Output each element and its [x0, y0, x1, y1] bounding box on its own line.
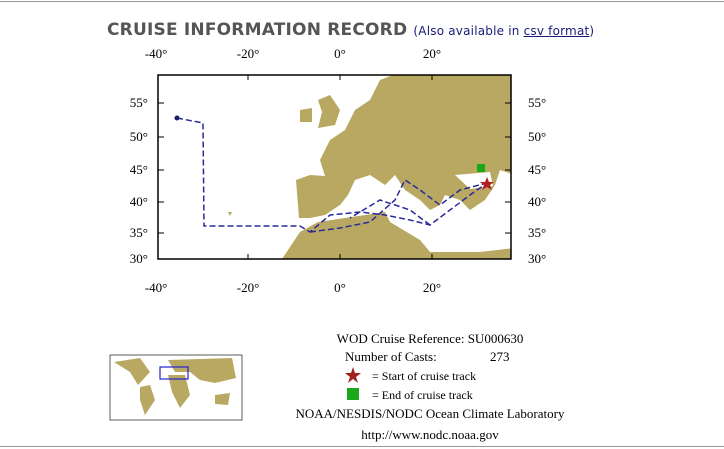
note-open: (Also available in	[413, 24, 524, 38]
end-label: = End of cruise track	[372, 388, 473, 402]
lon-label-top: -20°	[237, 46, 260, 61]
lat-label-left: 30°	[130, 251, 148, 266]
lat-label-left: 35°	[130, 225, 148, 240]
bottom-rule	[0, 446, 724, 447]
cruise-reference: WOD Cruise Reference: SU000630	[337, 331, 524, 346]
csv-link[interactable]: csv format	[523, 24, 590, 38]
casts-value: 273	[490, 349, 510, 364]
lon-label-bottom: 0°	[334, 280, 346, 295]
lat-label-right: 50°	[528, 129, 546, 144]
legend-star	[345, 367, 361, 383]
lat-label-left: 50°	[130, 129, 148, 144]
cruise-track	[176, 117, 488, 233]
lon-label-bottom: 20°	[423, 280, 441, 295]
lat-label-left: 55°	[130, 95, 148, 110]
end-marker	[477, 164, 485, 172]
lon-label-bottom: -20°	[237, 280, 260, 295]
lat-label-right: 55°	[528, 95, 546, 110]
start-label: = Start of cruise track	[372, 369, 476, 383]
page-title: CRUISE INFORMATION RECORD (Also availabl…	[107, 20, 594, 40]
lab-url: http://www.nodc.noaa.gov	[361, 427, 499, 442]
note-close: )	[589, 24, 595, 38]
lat-label-left: 40°	[130, 194, 148, 209]
lab-name: NOAA/NESDIS/NODC Ocean Climate Laborator…	[296, 406, 565, 421]
lat-label-right: 40°	[528, 194, 546, 209]
lat-label-left: 45°	[130, 162, 148, 177]
lat-label-right: 45°	[528, 162, 546, 177]
lat-label-right: 35°	[528, 225, 546, 240]
lon-label-bottom: -40°	[145, 280, 168, 295]
land	[228, 75, 511, 259]
note: (Also available in csv format)	[413, 24, 594, 38]
casts-label: Number of Casts:	[345, 349, 437, 364]
map-frame	[157, 74, 512, 260]
top-rule	[0, 1, 724, 2]
inset-map	[109, 354, 243, 421]
lon-label-top: 0°	[334, 46, 346, 61]
lat-label-right: 30°	[528, 251, 546, 266]
title-text: CRUISE INFORMATION RECORD	[107, 20, 408, 40]
track-start-dot	[174, 115, 180, 121]
lon-label-top: -40°	[145, 46, 168, 61]
lon-label-top: 20°	[423, 46, 441, 61]
start-marker	[480, 177, 494, 190]
legend-square	[347, 388, 359, 400]
